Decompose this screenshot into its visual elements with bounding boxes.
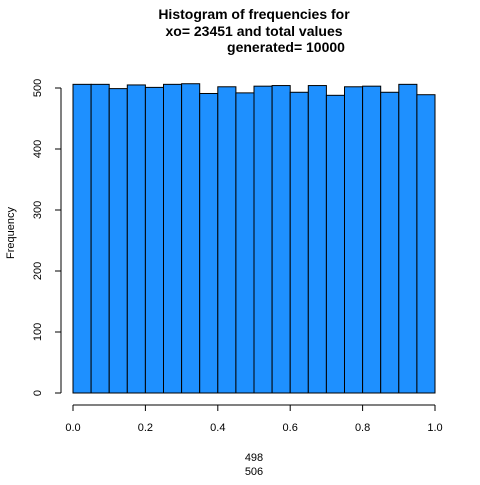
histogram-bar: [344, 86, 364, 394]
histogram-bar: [217, 86, 237, 394]
title-line-1: Histogram of frequencies for: [158, 6, 350, 22]
bars-group: [72, 83, 436, 394]
histogram-bar: [126, 84, 146, 394]
y-tick-label: 200: [32, 262, 44, 280]
histogram-bar: [289, 91, 309, 394]
y-tick-label: 0: [32, 390, 44, 396]
x-axis-label-line-2: 506: [245, 466, 263, 478]
y-tick-label: 100: [32, 323, 44, 341]
histogram-bar: [253, 85, 273, 394]
y-tick-label: 500: [32, 79, 44, 97]
histogram-bar: [181, 83, 201, 394]
x-tick-label: 0.0: [65, 422, 80, 434]
histogram-bar: [199, 92, 219, 394]
x-tick-label: 0.8: [355, 422, 370, 434]
x-axis-label-line-1: 498: [245, 452, 263, 464]
y-tick-label: 300: [32, 201, 44, 219]
y-axis-label: Frequency: [5, 207, 17, 259]
title-line-3: generated= 10000: [227, 39, 345, 55]
y-axis: 0 100 200 300 400 500: [32, 79, 62, 396]
histogram-bar: [144, 86, 164, 394]
histogram-bar: [90, 83, 110, 394]
x-tick-label: 0.2: [138, 422, 153, 434]
histogram-bar: [108, 88, 128, 394]
x-tick-label: 1.0: [427, 422, 442, 434]
histogram-bar: [235, 92, 255, 394]
y-tick-label: 400: [32, 140, 44, 158]
histogram-bar: [163, 83, 183, 394]
x-tick-label: 0.6: [283, 422, 298, 434]
x-axis: 0.0 0.2 0.4 0.6 0.8 1.0: [65, 404, 443, 434]
histogram-bar: [72, 83, 92, 394]
histogram-bar: [307, 85, 327, 394]
chart-title: Histogram of frequencies for xo= 23451 a…: [158, 6, 350, 55]
histogram-bar: [271, 85, 291, 394]
histogram-bar: [325, 94, 345, 394]
x-tick-label: 0.4: [210, 422, 225, 434]
histogram-bar: [416, 94, 436, 394]
title-line-2: xo= 23451 and total values: [165, 23, 342, 39]
histogram-bar: [380, 91, 400, 394]
histogram-bar: [362, 85, 382, 394]
histogram-bar: [398, 83, 418, 394]
